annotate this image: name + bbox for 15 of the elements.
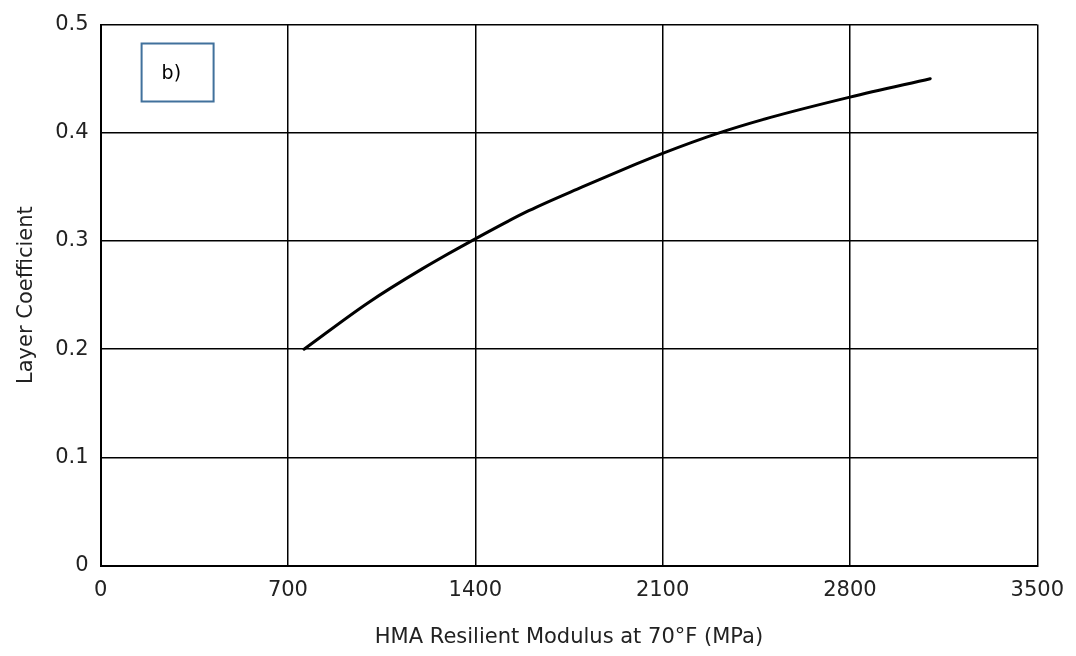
x-tick-label: 0 <box>93 576 108 601</box>
x-tick-label: 700 <box>267 576 308 601</box>
y-tick-label: 0 <box>75 552 89 577</box>
y-tick-label: 0.5 <box>55 11 89 36</box>
x-tick-label: 3500 <box>1010 576 1064 601</box>
x-tick-label: 1400 <box>448 576 502 601</box>
annotation: b) <box>161 60 182 83</box>
y-tick-label: 0.4 <box>55 119 89 144</box>
x-axis-title: HMA Resilient Modulus at 70°F (MPa) <box>374 623 764 648</box>
y-tick-label: 0.3 <box>55 227 89 252</box>
x-tick-label: 2800 <box>823 576 877 601</box>
y-tick-label: 0.2 <box>55 335 89 360</box>
y-axis-title: Layer Coefficient <box>13 206 38 385</box>
x-tick-label: 2100 <box>635 576 690 601</box>
y-tick-label: 0.1 <box>55 443 89 468</box>
